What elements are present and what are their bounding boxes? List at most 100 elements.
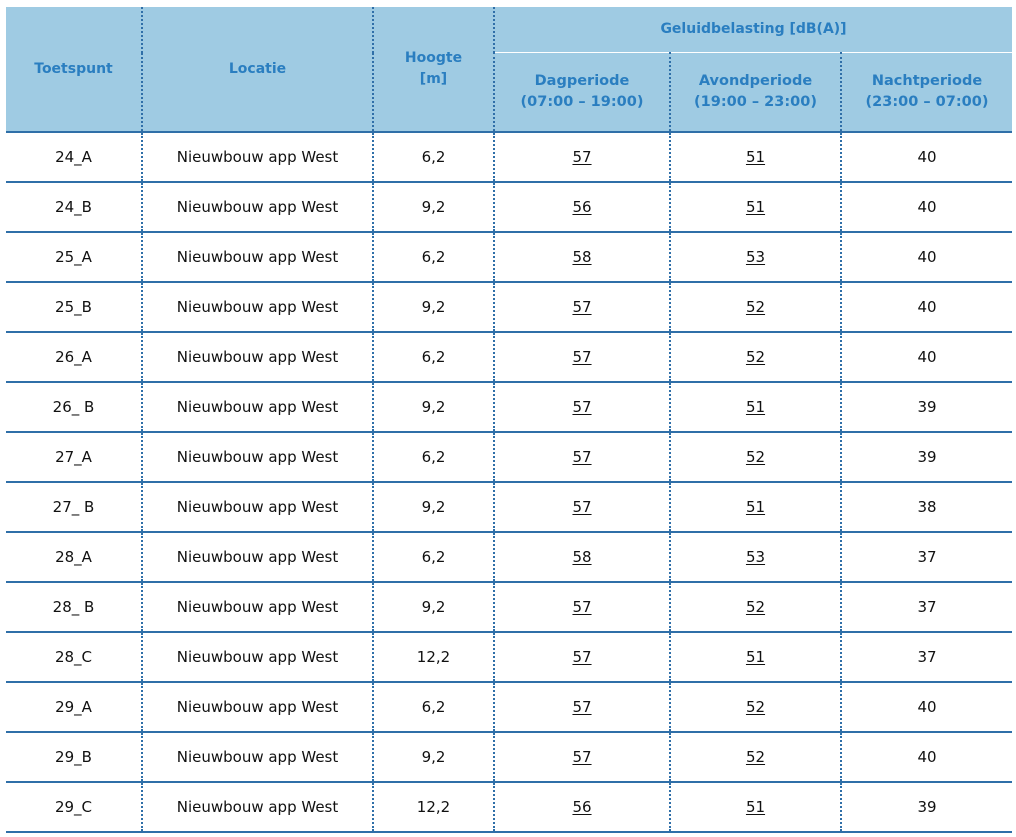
cell-avond-value: 51 (745, 648, 766, 666)
cell-locatie: Nieuwbouw app West (142, 731, 374, 782)
cell-hoogte-value: 6,2 (421, 348, 446, 366)
cell-hoogte-value: 9,2 (421, 748, 446, 766)
cell-dag: 58 (494, 231, 671, 282)
cell-nacht-value: 40 (917, 198, 937, 216)
cell-toetspunt-value: 29_A (55, 698, 92, 716)
cell-dag-value: 56 (572, 198, 592, 216)
cell-avond: 52 (670, 431, 842, 482)
cell-toetspunt: 27_ B (6, 481, 143, 532)
cell-toetspunt: 28_A (6, 531, 143, 582)
cell-nacht: 38 (841, 481, 1013, 532)
cell-avond: 52 (670, 331, 842, 382)
cell-hoogte-value: 6,2 (421, 548, 446, 566)
cell-nacht-value: 40 (917, 298, 937, 316)
cell-nacht: 39 (841, 381, 1013, 432)
table-row: 29_C Nieuwbouw app West 12,2 56 51 39 (6, 781, 1013, 833)
header-avond-line1: Avondperiode (698, 73, 813, 89)
cell-dag: 57 (494, 731, 671, 782)
cell-avond-value: 53 (745, 548, 766, 566)
cell-avond: 52 (670, 581, 842, 632)
cell-nacht: 37 (841, 631, 1013, 682)
cell-locatie-value: Nieuwbouw app West (176, 498, 339, 516)
cell-hoogte-value: 6,2 (421, 148, 446, 166)
cell-avond: 51 (670, 631, 842, 682)
cell-avond-value: 51 (745, 148, 766, 166)
cell-toetspunt-value: 25_B (55, 298, 92, 316)
cell-hoogte-value: 9,2 (421, 198, 446, 216)
table-row: 25_B Nieuwbouw app West 9,2 57 52 40 (6, 281, 1013, 332)
header-dagperiode: Dagperiode (07:00 – 19:00) (494, 52, 671, 132)
cell-locatie-value: Nieuwbouw app West (176, 448, 339, 466)
cell-nacht-value: 37 (917, 548, 937, 566)
header-nachtperiode: Nachtperiode (23:00 – 07:00) (841, 52, 1013, 132)
cell-hoogte-value: 12,2 (416, 648, 451, 666)
table-header: Toetspunt Locatie Hoogte [m] Geluidbelas… (6, 7, 1013, 132)
table-row: 27_ B Nieuwbouw app West 9,2 57 51 38 (6, 481, 1013, 532)
cell-dag-value: 57 (572, 398, 592, 416)
cell-nacht: 40 (841, 131, 1013, 182)
cell-avond-value: 52 (745, 748, 766, 766)
header-hoogte-line2: [m] (419, 71, 448, 87)
cell-avond-value: 52 (745, 598, 766, 616)
cell-avond: 52 (670, 731, 842, 782)
header-dag-line2: (07:00 – 19:00) (520, 94, 644, 110)
cell-toetspunt-value: 25_A (55, 248, 92, 266)
cell-dag: 57 (494, 681, 671, 732)
cell-dag: 57 (494, 631, 671, 682)
header-avond-line2: (19:00 – 23:00) (694, 94, 817, 110)
cell-avond-value: 52 (745, 698, 766, 716)
cell-dag-value: 57 (572, 498, 592, 516)
cell-toetspunt-value: 26_A (55, 348, 92, 366)
cell-hoogte: 6,2 (373, 531, 495, 582)
cell-toetspunt: 25_A (6, 231, 143, 282)
cell-locatie-value: Nieuwbouw app West (176, 148, 339, 166)
cell-nacht-value: 40 (917, 698, 937, 716)
cell-avond-value: 51 (745, 398, 766, 416)
cell-nacht-value: 37 (917, 598, 937, 616)
cell-locatie: Nieuwbouw app West (142, 281, 374, 332)
cell-toetspunt: 29_C (6, 781, 143, 833)
cell-locatie: Nieuwbouw app West (142, 181, 374, 232)
table-body: 24_A Nieuwbouw app West 6,2 57 51 40 24_B Nieuw… (6, 131, 1013, 833)
cell-hoogte: 6,2 (373, 231, 495, 282)
cell-avond-value: 51 (745, 498, 766, 516)
cell-avond: 51 (670, 381, 842, 432)
table-row: 27_A Nieuwbouw app West 6,2 57 52 39 (6, 431, 1013, 482)
table-row: 24_B Nieuwbouw app West 9,2 56 51 40 (6, 181, 1013, 232)
noise-levels-table: Toetspunt Locatie Hoogte [m] Geluidbelas… (6, 7, 1013, 833)
cell-avond-value: 52 (745, 298, 766, 316)
cell-avond-value: 51 (745, 198, 766, 216)
cell-hoogte-value: 6,2 (421, 248, 446, 266)
cell-toetspunt: 28_ B (6, 581, 143, 632)
cell-nacht-value: 39 (917, 448, 937, 466)
cell-toetspunt-value: 24_A (55, 148, 92, 166)
cell-toetspunt-value: 28_C (54, 648, 93, 666)
cell-avond-value: 52 (745, 448, 766, 466)
cell-dag: 57 (494, 281, 671, 332)
cell-nacht: 40 (841, 231, 1013, 282)
cell-dag-value: 56 (572, 798, 592, 816)
cell-nacht: 37 (841, 581, 1013, 632)
cell-toetspunt-value: 27_A (55, 448, 92, 466)
header-hoogte-line1: Hoogte (404, 50, 463, 66)
header-locatie: Locatie (142, 7, 374, 132)
cell-hoogte-value: 9,2 (421, 298, 446, 316)
cell-toetspunt-value: 27_ B (52, 498, 95, 516)
cell-toetspunt: 24_A (6, 131, 143, 182)
cell-locatie: Nieuwbouw app West (142, 531, 374, 582)
cell-dag: 57 (494, 481, 671, 532)
cell-locatie: Nieuwbouw app West (142, 781, 374, 833)
cell-locatie-value: Nieuwbouw app West (176, 598, 339, 616)
cell-locatie-value: Nieuwbouw app West (176, 298, 339, 316)
cell-dag-value: 57 (572, 698, 592, 716)
table-row: 28_C Nieuwbouw app West 12,2 57 51 37 (6, 631, 1013, 682)
cell-toetspunt-value: 26_ B (52, 398, 95, 416)
cell-dag-value: 57 (572, 348, 592, 366)
cell-nacht-value: 40 (917, 748, 937, 766)
cell-dag: 57 (494, 331, 671, 382)
cell-nacht-value: 40 (917, 148, 937, 166)
cell-locatie: Nieuwbouw app West (142, 681, 374, 732)
table-row: 28_A Nieuwbouw app West 6,2 58 53 37 (6, 531, 1013, 582)
cell-dag: 56 (494, 781, 671, 833)
cell-nacht: 39 (841, 431, 1013, 482)
